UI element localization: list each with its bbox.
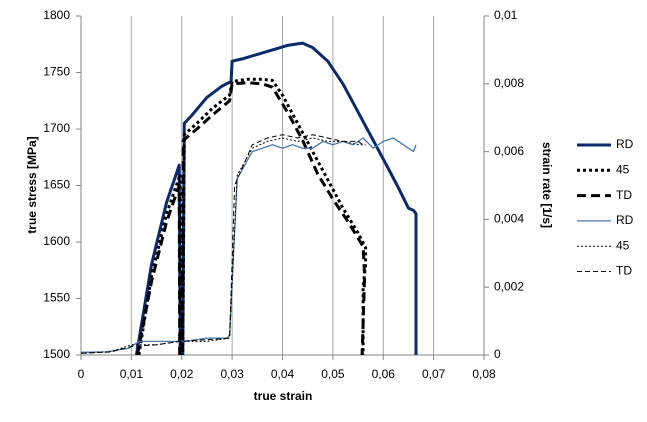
y2-tick-label: 0,004 (494, 212, 524, 226)
x-tick-label: 0,05 (321, 367, 345, 381)
x-tick-label: 0,08 (472, 367, 496, 381)
x-tick-label: 0,02 (170, 367, 194, 381)
x-tick-label: 0 (78, 367, 85, 381)
y-tick-label: 1500 (43, 347, 70, 361)
legend-label: TD (616, 188, 632, 202)
y2-tick-label: 0,006 (494, 144, 524, 158)
data-line (135, 81, 367, 355)
y-tick-label: 1600 (43, 234, 70, 248)
x-tick-label: 0,07 (422, 367, 446, 381)
x-tick-label: 0,06 (372, 367, 396, 381)
y2-tick-label: 0 (494, 347, 501, 361)
data-line (137, 77, 368, 355)
y2-axis-title: strain rate [1/s] (540, 142, 554, 228)
y-tick-label: 1800 (43, 8, 70, 22)
x-tick-label: 0,04 (271, 367, 295, 381)
y-tick-label: 1650 (43, 178, 70, 192)
y-axis-title: true stress [MPa] (25, 136, 39, 233)
data-line (81, 134, 364, 354)
y2-tick-label: 0,008 (494, 76, 524, 90)
legend-label: TD (616, 264, 632, 278)
y2-tick-label: 0,002 (494, 279, 524, 293)
data-line (81, 137, 417, 353)
plot-area (81, 41, 418, 355)
legend-label: RD (616, 213, 634, 227)
legend-label: 45 (616, 238, 630, 252)
data-line (81, 137, 366, 354)
x-tick-label: 0,01 (120, 367, 144, 381)
y-tick-label: 1700 (43, 121, 70, 135)
y-tick-label: 1550 (43, 291, 70, 305)
x-axis-title: true strain (254, 389, 313, 403)
y-tick-label: 1750 (43, 65, 70, 79)
data-line (134, 41, 418, 355)
legend-label: RD (616, 137, 634, 151)
legend-label: 45 (616, 162, 630, 176)
y2-tick-label: 0,01 (494, 8, 518, 22)
x-tick-label: 0,03 (220, 367, 244, 381)
